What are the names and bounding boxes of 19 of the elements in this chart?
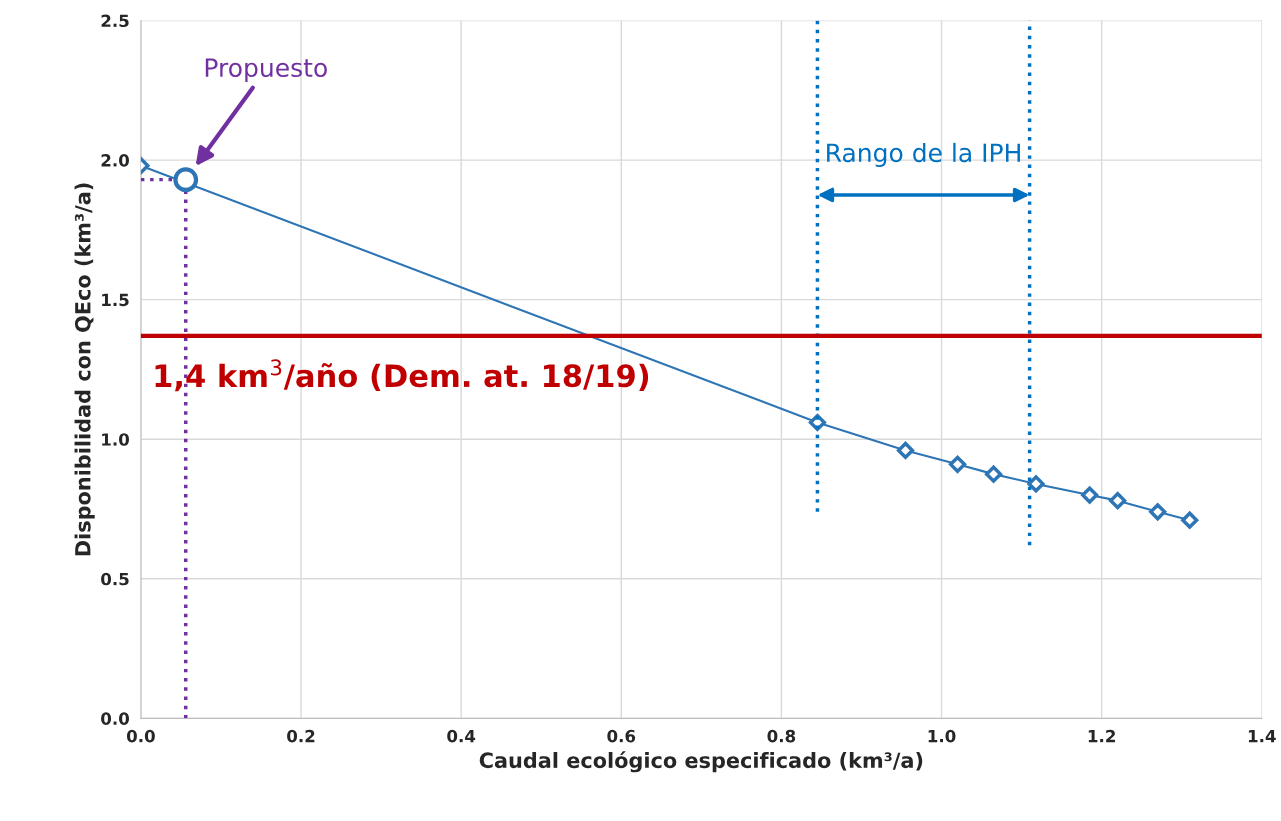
y-tick-label: 1.0 <box>102 433 129 446</box>
x-tick-label: 0.6 <box>607 729 636 743</box>
x-tick-label: 1.2 <box>1088 729 1115 743</box>
ref-line-label: 1,4 km$^{3}$/año (Dem. at. 18/19) <box>155 359 649 392</box>
y-tick-label: 1.5 <box>102 293 129 307</box>
x-tick-label: 0.2 <box>287 729 315 743</box>
x-tick-label: 0.4 <box>447 729 476 743</box>
y-tick-label: 2.0 <box>101 154 129 167</box>
x-tick-label: 1.4 <box>1248 730 1276 743</box>
annotation: Propuesto <box>205 58 327 82</box>
y-tick-label: 0.0 <box>101 712 129 725</box>
y-axis-title: Disponibilidad con QEco (km³/a) <box>74 183 95 556</box>
x-axis-title: Caudal ecológico especificado (km³/a) <box>479 751 923 773</box>
x-tick-label: 0.8 <box>767 729 796 743</box>
y-tick-label: 0.5 <box>101 572 129 586</box>
y-tick-label: 2.5 <box>101 14 129 28</box>
x-tick-label: 0.0 <box>126 729 155 743</box>
x-tick-label: 1.0 <box>928 729 956 743</box>
annotation: Rango de la IPH <box>827 142 1020 168</box>
